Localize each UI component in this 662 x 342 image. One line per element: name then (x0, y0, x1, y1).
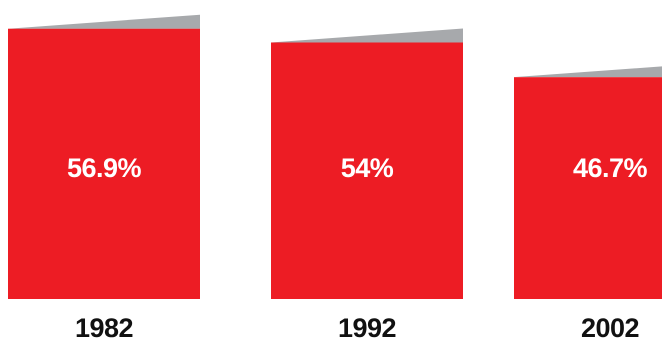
category-label-2002: 2002 (581, 313, 639, 342)
value-label-2002: 46.7% (573, 153, 648, 183)
value-labels-layer: 56.9% 54% 46.7% (67, 153, 648, 183)
bar-1992 (271, 42, 463, 299)
value-label-1992: 54% (341, 153, 394, 183)
category-label-1992: 1992 (338, 313, 396, 342)
bar-1982 (8, 28, 200, 299)
bar-fold-1992 (271, 28, 463, 43)
bar-2002 (514, 77, 662, 299)
bars-layer (8, 14, 662, 299)
value-label-1982: 56.9% (67, 153, 142, 183)
category-label-1982: 1982 (75, 313, 133, 342)
category-labels-layer: 1982 1992 2002 (75, 313, 640, 342)
bar-fold-2002 (514, 66, 662, 78)
bar-fold-1982 (8, 14, 200, 29)
